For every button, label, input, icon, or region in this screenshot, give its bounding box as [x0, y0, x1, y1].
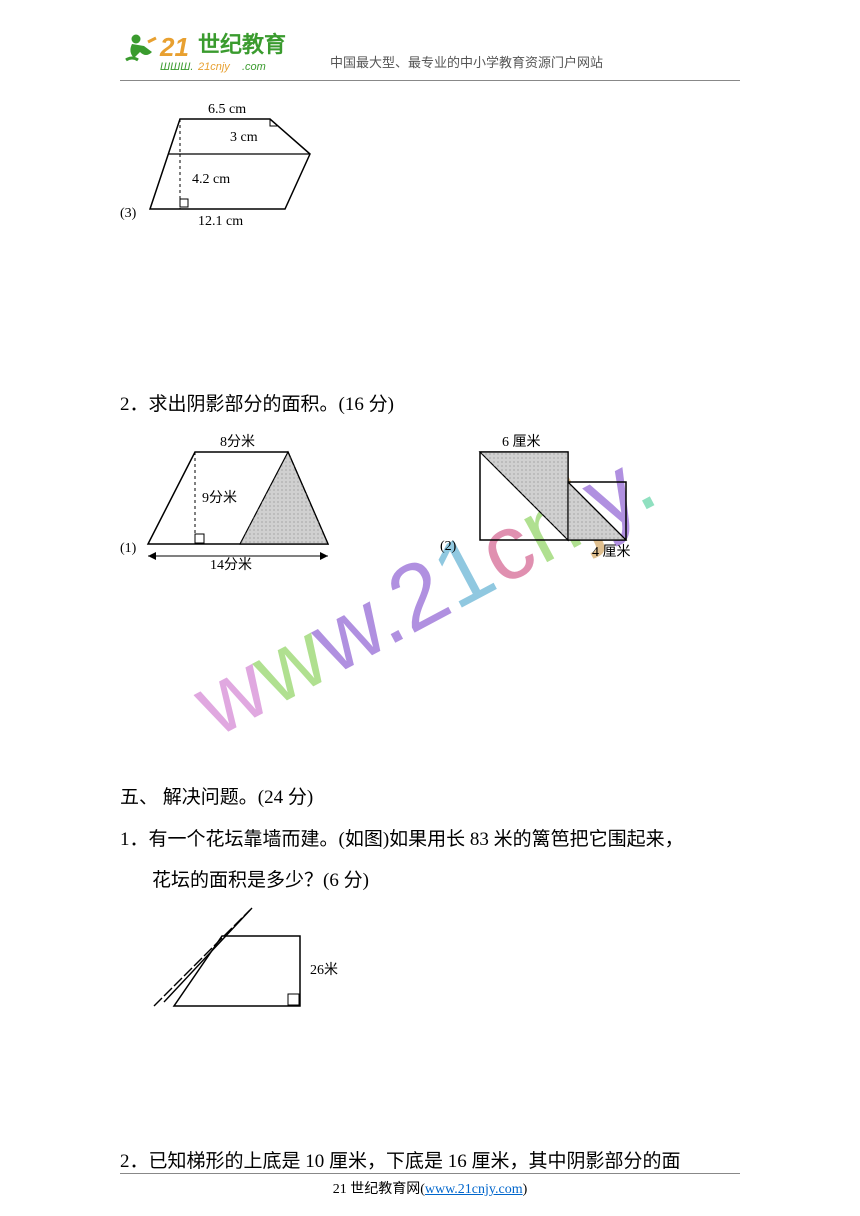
header-tagline: 中国最大型、最专业的中小学教育资源门户网站 — [330, 52, 603, 71]
shaded-fig2: 6 厘米 4 厘米 (2) — [440, 432, 670, 577]
svg-text:9分米: 9分米 — [202, 490, 237, 506]
svg-text:4 厘米: 4 厘米 — [592, 544, 631, 560]
q5-2: 2．已知梯形的上底是 10 厘米，下底是 16 厘米，其中阴影部分的面 — [120, 1141, 740, 1183]
q5-1-line2: 花坛的面积是多少？(6 分) — [120, 860, 740, 902]
q5-1-line1: 1．有一个花坛靠墙而建。(如图)如果用长 83 米的篱笆把它围起来， — [120, 819, 740, 861]
q-shaded-title: 2．求出阴影部分的面积。(16 分) — [120, 384, 740, 426]
svg-text:21: 21 — [159, 32, 189, 62]
fig3-3cm-label: 3 cm — [230, 130, 258, 145]
svg-text:(2): (2) — [440, 539, 457, 554]
section-5-heading: 五、 解决问题。(24 分) — [120, 777, 740, 819]
fig3-top-label: 6.5 cm — [208, 102, 246, 117]
logo: 21 世纪教育 ШШШ. 21cnjy .com — [120, 30, 320, 74]
svg-text:26米: 26米 — [310, 962, 338, 978]
svg-text:.com: .com — [242, 61, 266, 73]
page-header: 21 世纪教育 ШШШ. 21cnjy .com 中国最大型、最专业的中小学教育… — [120, 30, 740, 81]
svg-text:(1): (1) — [120, 541, 137, 556]
footer-prefix: 21 世纪教育网( — [333, 1182, 425, 1197]
logo-text-cn: 世纪教育 — [198, 32, 286, 57]
svg-text:8分米: 8分米 — [220, 434, 255, 450]
fig3-prefix: (3) — [120, 206, 137, 221]
fig3-bottom-label: 12.1 cm — [198, 214, 243, 229]
q5-1-figure: 26米 — [120, 906, 740, 1031]
svg-text:14分米: 14分米 — [210, 557, 252, 572]
footer-link[interactable]: www.21cnjy.com — [425, 1182, 523, 1197]
figure-3-container: 6.5 cm 3 cm 4.2 cm 12.1 cm (3) — [120, 99, 740, 234]
figure-3-svg: 6.5 cm 3 cm 4.2 cm 12.1 cm (3) — [120, 99, 350, 229]
footer-suffix: ) — [523, 1182, 528, 1197]
svg-text:6 厘米: 6 厘米 — [502, 434, 541, 450]
svg-text:21cnjy: 21cnjy — [197, 61, 231, 73]
svg-text:ШШШ.: ШШШ. — [160, 61, 193, 73]
shaded-fig1: 8分米 9分米 14分米 (1) — [120, 432, 350, 577]
fig3-4.2-label: 4.2 cm — [192, 172, 230, 187]
